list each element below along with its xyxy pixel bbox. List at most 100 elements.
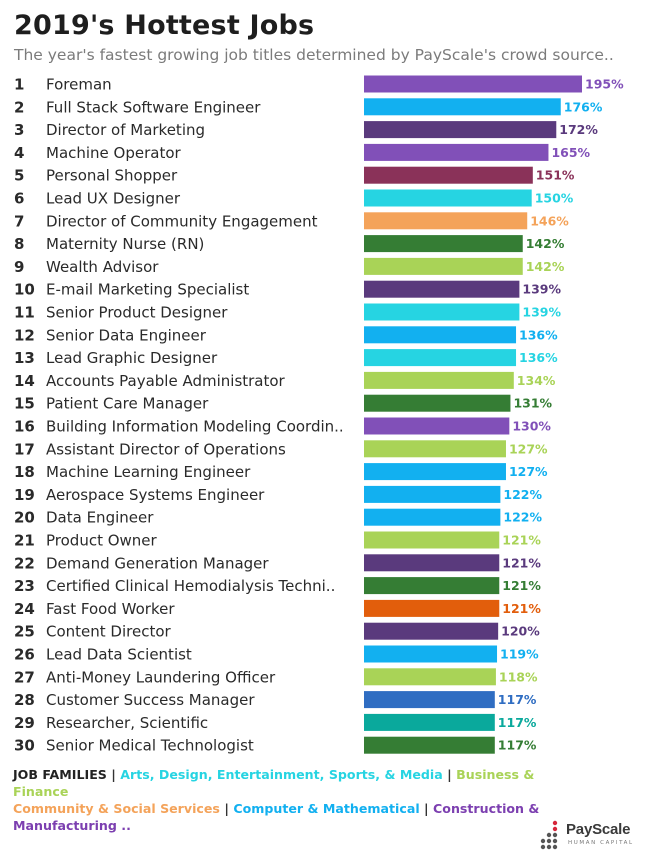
rank-label: 2 <box>14 98 24 116</box>
value-label: 165% <box>551 145 590 160</box>
value-label: 121% <box>502 578 541 593</box>
value-label: 117% <box>498 715 537 730</box>
bar <box>364 713 495 731</box>
rank-label: 9 <box>14 258 24 276</box>
bar <box>364 212 528 230</box>
value-label: 122% <box>503 510 542 525</box>
rank-label: 21 <box>14 532 35 550</box>
rank-label: 22 <box>14 554 35 572</box>
bar <box>364 166 533 184</box>
chart-title: 2019's Hottest Jobs <box>14 10 315 41</box>
rank-label: 10 <box>14 281 35 299</box>
bar <box>364 691 495 709</box>
value-label: 150% <box>535 191 574 206</box>
bar <box>364 622 499 640</box>
value-label: 136% <box>519 327 558 342</box>
category-label: E-mail Marketing Specialist <box>46 281 249 299</box>
value-label: 142% <box>526 236 565 251</box>
category-label: Foreman <box>46 76 112 94</box>
rank-label: 5 <box>14 167 24 185</box>
value-label: 146% <box>530 213 569 228</box>
rank-label: 29 <box>14 714 35 732</box>
bar <box>364 257 523 275</box>
bar <box>364 349 517 367</box>
legend-separator: | <box>224 801 229 816</box>
category-label: Full Stack Software Engineer <box>46 98 261 116</box>
bar <box>364 235 523 253</box>
bar <box>364 508 501 526</box>
category-label: Aerospace Systems Engineer <box>46 486 265 504</box>
rank-label: 25 <box>14 623 35 641</box>
category-label: Content Director <box>46 623 172 641</box>
bar <box>364 394 511 412</box>
category-label: Building Information Modeling Coordin.. <box>46 418 344 436</box>
bar-chart: 1 Foreman 195% 2 Full Stack Software Enginee… <box>14 75 624 755</box>
rank-label: 16 <box>14 418 35 436</box>
logo-name: PayScale <box>566 821 631 838</box>
category-label: Certified Clinical Hemodialysis Techni.. <box>46 577 335 595</box>
bar <box>364 143 549 161</box>
bar <box>364 121 557 139</box>
rank-label: 24 <box>14 600 35 618</box>
bar <box>364 280 520 298</box>
category-label: Customer Success Manager <box>46 691 255 709</box>
value-label: 130% <box>512 419 551 434</box>
chart-subtitle: The year's fastest growing job titles de… <box>14 46 614 64</box>
value-label: 121% <box>502 601 541 616</box>
rank-label: 17 <box>14 440 35 458</box>
value-label: 122% <box>503 487 542 502</box>
bar <box>364 645 498 663</box>
category-label: Patient Care Manager <box>46 395 209 413</box>
bar <box>364 531 500 549</box>
logo-tagline: HUMAN CAPITAL <box>568 840 634 846</box>
category-label: Data Engineer <box>46 509 154 527</box>
rank-label: 11 <box>14 304 35 322</box>
value-label: 121% <box>502 533 541 548</box>
bar <box>364 303 520 321</box>
rank-label: 30 <box>14 737 35 755</box>
category-label: Demand Generation Manager <box>46 554 269 572</box>
value-label: 121% <box>502 555 541 570</box>
category-label: Researcher, Scientific <box>46 714 208 732</box>
category-label: Machine Learning Engineer <box>46 463 251 481</box>
bar <box>364 736 495 754</box>
value-label: 139% <box>522 305 561 320</box>
category-label: Senior Product Designer <box>46 304 228 322</box>
bar <box>364 371 514 389</box>
category-label: Machine Operator <box>46 144 182 162</box>
rank-label: 23 <box>14 577 35 595</box>
bar <box>364 326 517 344</box>
legend-separator: | <box>111 767 116 782</box>
bar <box>364 440 506 458</box>
value-label: 118% <box>499 669 538 684</box>
legend-separator: | <box>447 767 452 782</box>
category-label: Lead Graphic Designer <box>46 349 218 367</box>
value-label: 151% <box>536 168 575 183</box>
legend-separator: | <box>424 801 429 816</box>
bar <box>364 668 496 686</box>
value-label: 139% <box>522 282 561 297</box>
rank-label: 4 <box>14 144 24 162</box>
rank-label: 6 <box>14 190 24 208</box>
rank-label: 14 <box>14 372 35 390</box>
rank-label: 8 <box>14 235 24 253</box>
bar <box>364 189 532 207</box>
category-label: Assistant Director of Operations <box>46 440 286 458</box>
category-label: Accounts Payable Administrator <box>46 372 286 390</box>
value-label: 119% <box>500 647 539 662</box>
legend-item-community: Community & Social Services <box>13 801 220 816</box>
rank-label: 26 <box>14 646 35 664</box>
value-label: 131% <box>513 396 552 411</box>
rank-label: 7 <box>14 212 24 230</box>
value-label: 134% <box>517 373 556 388</box>
rank-label: 1 <box>14 76 24 94</box>
category-label: Wealth Advisor <box>46 258 159 276</box>
category-label: Director of Marketing <box>46 121 205 139</box>
legend: JOB FAMILIES | Arts, Design, Entertainme… <box>13 766 573 834</box>
bar <box>364 463 506 481</box>
bar <box>364 554 500 572</box>
rank-label: 15 <box>14 395 35 413</box>
rank-label: 20 <box>14 509 35 527</box>
bar <box>364 98 561 116</box>
category-label: Maternity Nurse (RN) <box>46 235 204 253</box>
